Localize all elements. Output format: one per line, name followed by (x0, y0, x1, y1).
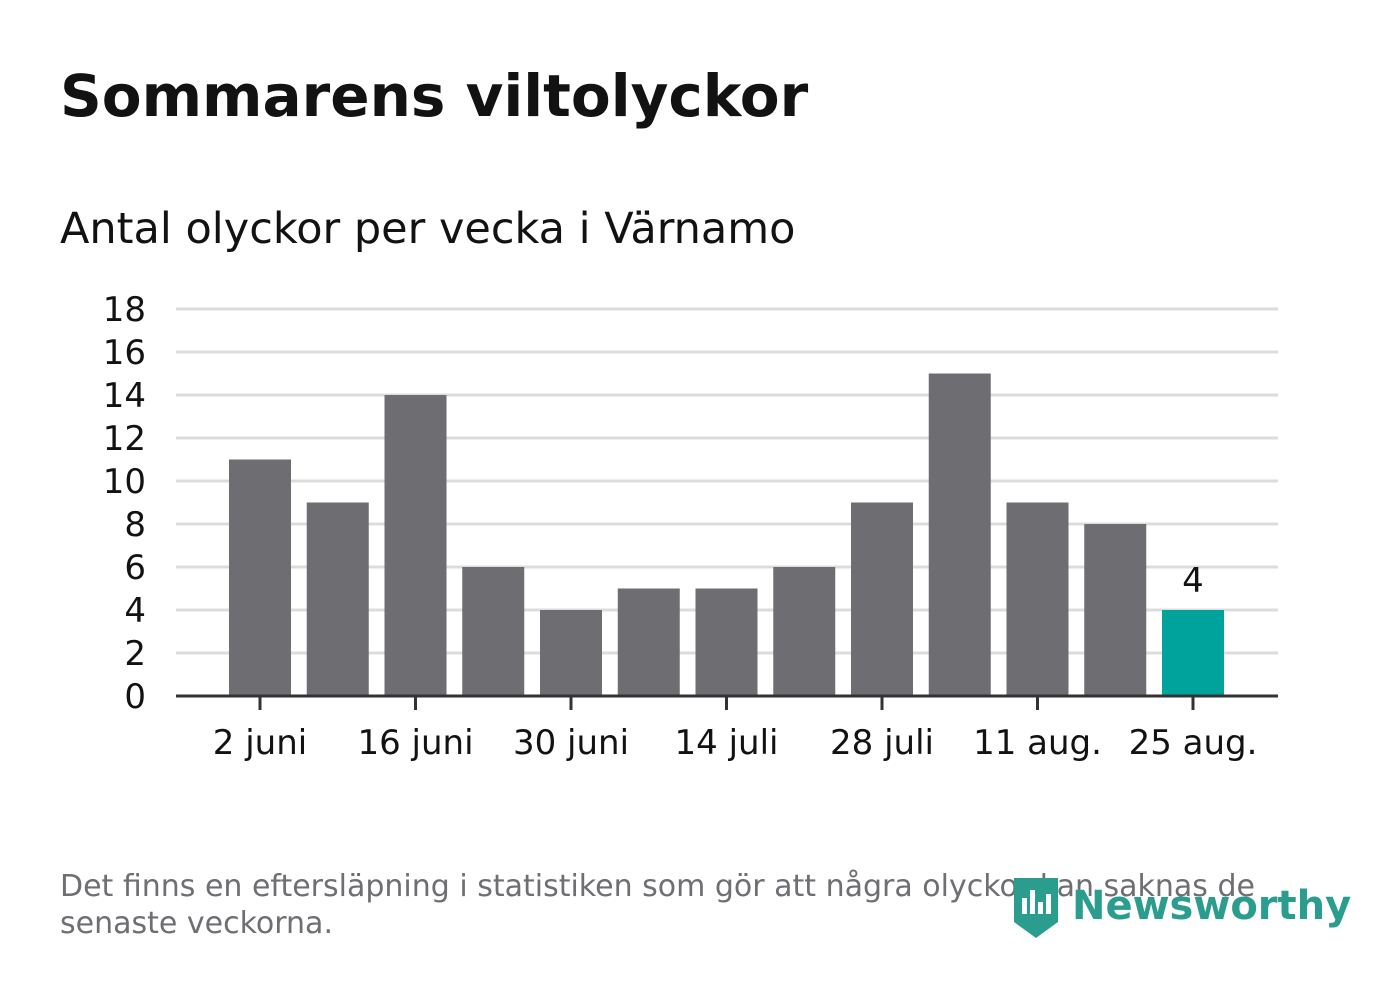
chart-title: Sommarens viltolyckor (60, 62, 809, 130)
newsworthy-logo-icon (1014, 878, 1058, 938)
x-tick-label: 30 juni (513, 723, 629, 763)
data-labels: 4 (1182, 561, 1204, 601)
y-tick-label: 8 (124, 505, 146, 545)
bar-28-juli (851, 502, 913, 696)
bars (229, 373, 1224, 696)
y-tick-label: 10 (103, 462, 146, 502)
bar-9-juni (306, 502, 369, 696)
y-tick-label: 14 (103, 376, 146, 416)
bar-11-aug- (1006, 502, 1069, 696)
y-tick-label: 6 (124, 548, 146, 588)
newsworthy-logo: Newsworthy (1010, 872, 1351, 940)
x-tick-label: 2 juni (213, 723, 307, 763)
y-tick-label: 18 (103, 290, 146, 330)
bar-4-aug- (928, 373, 991, 696)
bar-21-juli (773, 567, 836, 696)
x-tick-label: 11 aug. (973, 723, 1102, 763)
x-tick-label: 16 juni (357, 723, 473, 763)
bar-2-juni (229, 459, 291, 696)
x-tick-label: 28 juli (830, 723, 934, 763)
bar-18-aug- (1084, 524, 1147, 696)
bar-23-juni (462, 567, 525, 696)
data-label: 4 (1182, 561, 1204, 601)
x-tick-label: 25 aug. (1129, 723, 1258, 763)
y-tick-label: 12 (103, 419, 146, 459)
y-tick-label: 16 (103, 333, 146, 373)
x-axis: 2 juni 16 juni 30 juni 14 juli 28 juli 11 aug… (176, 694, 1278, 763)
bar-7-juli (617, 588, 680, 696)
bar-25-aug- (1162, 610, 1224, 696)
chart-subtitle: Antal olyckor per vecka i Värnamo (60, 204, 796, 254)
y-tick-label: 4 (124, 591, 146, 631)
logo-text: Newsworthy (1072, 883, 1352, 929)
y-tick-label: 0 (124, 677, 146, 717)
bar-30-juni (540, 610, 602, 696)
bar-16-juni (384, 395, 447, 696)
x-tick-label: 14 juli (675, 723, 779, 763)
y-tick-label: 2 (124, 634, 146, 674)
bar-14-juli (695, 588, 758, 696)
